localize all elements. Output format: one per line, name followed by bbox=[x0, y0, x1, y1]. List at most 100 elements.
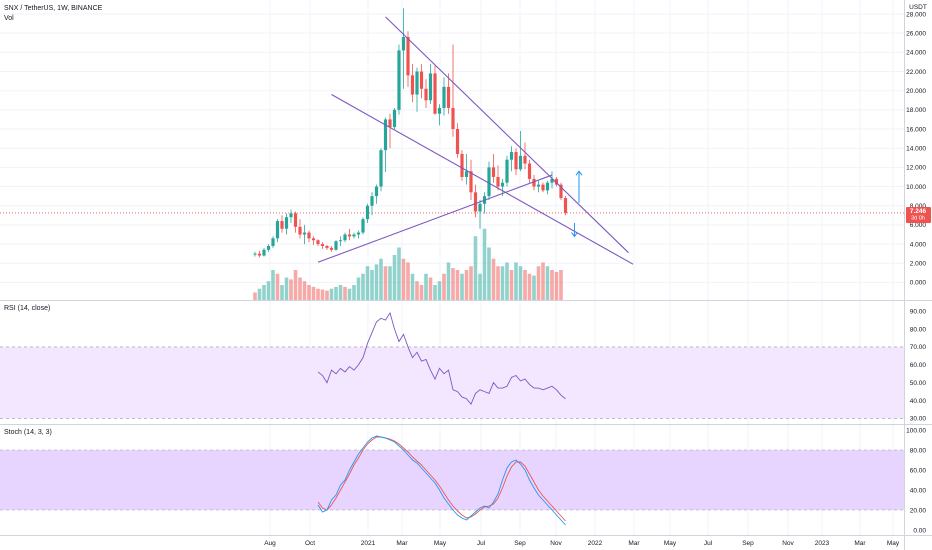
stoch-tick-label: 40.00 bbox=[910, 487, 927, 494]
volume-bar bbox=[311, 286, 316, 300]
time-tick-label: Jul bbox=[477, 540, 486, 547]
rsi-tick-label: 70.00 bbox=[910, 344, 927, 351]
price-axis-ticks: 28.000 26.000 24.000 22.000 20.000 18.000 16.0… bbox=[906, 11, 926, 286]
volume-bar bbox=[469, 266, 473, 300]
volume-bar bbox=[451, 268, 455, 300]
candle-body bbox=[487, 167, 491, 197]
candle-body bbox=[469, 171, 473, 193]
price-tick-label: 10.000 bbox=[906, 184, 926, 191]
time-axis-ticks: Aug Oct 2021 Mar May Jul Sep Nov 2022 Mar May Jul Se… bbox=[264, 540, 900, 547]
volume-bar bbox=[298, 277, 302, 300]
candle-body bbox=[370, 196, 374, 206]
volume-bar bbox=[419, 285, 424, 300]
candle-body bbox=[325, 245, 329, 248]
price-tick-label: 20.000 bbox=[906, 88, 926, 95]
candle-body bbox=[536, 184, 541, 187]
volume-bar bbox=[401, 258, 406, 300]
candle-body bbox=[388, 119, 392, 128]
volume-bar bbox=[473, 236, 478, 300]
candle-body bbox=[262, 249, 266, 256]
trendline bbox=[317, 174, 553, 263]
grid-lines bbox=[0, 0, 904, 535]
volume-bar bbox=[302, 281, 307, 300]
volume-bar bbox=[280, 285, 284, 300]
price-tick-label: 2.000 bbox=[910, 261, 927, 268]
volume-bar bbox=[365, 266, 370, 300]
candle-body bbox=[271, 238, 275, 246]
candle-body bbox=[374, 186, 379, 197]
volume-bar bbox=[257, 288, 262, 300]
time-tick-label: May bbox=[887, 540, 900, 547]
candle-body bbox=[415, 71, 419, 95]
candle-body bbox=[446, 86, 451, 108]
volume-bar bbox=[374, 264, 379, 300]
candle-body bbox=[347, 234, 352, 237]
volume-bar bbox=[289, 279, 293, 300]
candle-body bbox=[406, 37, 410, 76]
time-tick-label: Aug bbox=[264, 540, 276, 547]
trendlines[interactable] bbox=[317, 16, 634, 265]
volume-bar bbox=[316, 288, 320, 300]
price-tag: 7.246 3d 0h bbox=[906, 206, 931, 223]
volume-bar bbox=[527, 273, 532, 300]
volume-bar bbox=[379, 258, 383, 300]
stoch-tick-label: 60.00 bbox=[910, 467, 927, 474]
stoch-tick-label: 0.00 bbox=[913, 527, 926, 534]
volume-bar bbox=[343, 286, 347, 300]
candle-body bbox=[379, 150, 383, 187]
volume-bar bbox=[545, 266, 550, 300]
volume-bars bbox=[253, 228, 563, 300]
volume-bar bbox=[460, 273, 464, 300]
volume-bar bbox=[392, 255, 397, 300]
volume-bar bbox=[284, 277, 289, 300]
candle-body bbox=[514, 152, 518, 170]
volume-bar bbox=[505, 262, 509, 300]
trendline bbox=[331, 94, 634, 265]
volume-bar bbox=[406, 262, 410, 300]
volume-bar bbox=[446, 262, 451, 300]
candle-body bbox=[329, 247, 334, 250]
time-tick-label: Sep bbox=[742, 540, 754, 547]
volume-bar bbox=[352, 285, 356, 300]
volume-bar bbox=[487, 247, 491, 300]
price-tick-label: 0.000 bbox=[910, 280, 927, 287]
candle-body bbox=[473, 192, 478, 212]
time-tick-label: Sep bbox=[514, 540, 526, 547]
price-tag-value: 7.246 bbox=[910, 208, 927, 215]
candle-body bbox=[464, 171, 469, 177]
volume-bar bbox=[307, 285, 311, 300]
candle-body bbox=[352, 234, 356, 237]
candle-body bbox=[496, 176, 500, 187]
time-tick-label: Oct bbox=[305, 540, 315, 547]
candle-body bbox=[559, 184, 563, 199]
volume-bar bbox=[428, 277, 433, 300]
candle-body bbox=[545, 182, 550, 191]
candle-body bbox=[365, 205, 370, 220]
volume-bar bbox=[293, 270, 298, 300]
time-tick-label: 2021 bbox=[361, 540, 376, 547]
stoch-tick-label: 20.00 bbox=[910, 507, 927, 514]
trendline bbox=[385, 16, 629, 254]
rsi-axis-ticks: 90.00 80.00 70.00 60.00 50.00 40.00 30.00 bbox=[910, 308, 927, 422]
candle-body bbox=[257, 253, 262, 256]
volume-bar bbox=[433, 285, 437, 300]
arrow-head bbox=[571, 232, 578, 238]
candle-body bbox=[460, 153, 464, 177]
volume-bar bbox=[541, 262, 545, 300]
price-tag-countdown: 3d 0h bbox=[911, 215, 925, 221]
volume-bar bbox=[500, 266, 505, 300]
candle-body bbox=[316, 240, 320, 245]
arrows[interactable] bbox=[571, 170, 583, 238]
candle-body bbox=[302, 232, 307, 235]
candle-body bbox=[410, 75, 415, 95]
candle-body bbox=[509, 152, 514, 160]
rsi-tick-label: 60.00 bbox=[910, 362, 927, 369]
candle-body bbox=[419, 71, 424, 89]
candle-body bbox=[455, 129, 460, 154]
candle-body bbox=[311, 238, 316, 241]
price-tick-label: 12.000 bbox=[906, 165, 926, 172]
volume-bar bbox=[554, 271, 559, 300]
candle-body bbox=[554, 178, 559, 185]
